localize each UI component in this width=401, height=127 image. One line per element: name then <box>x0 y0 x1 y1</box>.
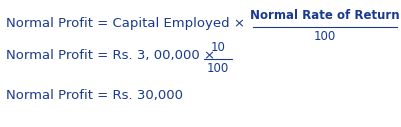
Text: Normal Profit = Capital Employed ×: Normal Profit = Capital Employed × <box>6 17 249 30</box>
Text: Normal Profit = Rs. 3, 00,000 ×: Normal Profit = Rs. 3, 00,000 × <box>6 49 219 62</box>
Text: Normal Profit = Rs. 30,000: Normal Profit = Rs. 30,000 <box>6 89 182 102</box>
Text: 10: 10 <box>210 41 225 54</box>
Text: 100: 100 <box>313 30 335 43</box>
Text: 100: 100 <box>207 62 229 75</box>
Text: Normal Rate of Return: Normal Rate of Return <box>249 9 399 22</box>
